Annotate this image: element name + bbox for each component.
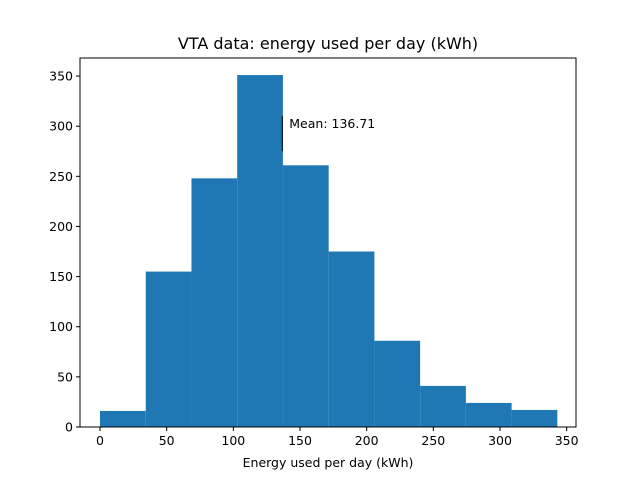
- y-tick-label: 0: [65, 420, 73, 435]
- y-tick-label: 50: [57, 369, 73, 384]
- histogram-bar: [237, 75, 283, 427]
- x-axis-label: Energy used per day (kWh): [243, 455, 414, 470]
- histogram-bar: [328, 251, 375, 427]
- y-tick-label: 250: [49, 169, 73, 184]
- y-tick-label: 200: [49, 219, 73, 234]
- plot-frame: [79, 57, 577, 428]
- histogram-bar: [420, 385, 466, 427]
- x-axis: 0 50 100 150 200 250 300 350: [96, 427, 579, 448]
- bars-group: [100, 75, 558, 427]
- histogram-bar: [145, 271, 192, 427]
- histogram-bar: [465, 402, 512, 427]
- x-tick-label: 350: [555, 433, 579, 448]
- x-tick-label: 50: [159, 433, 175, 448]
- x-tick-label: 0: [96, 433, 104, 448]
- x-tick-label: 250: [421, 433, 445, 448]
- x-tick-label: 150: [288, 433, 312, 448]
- histogram-bar: [374, 340, 421, 427]
- mean-label: Mean: 136.71: [289, 116, 375, 131]
- histogram-bar: [191, 178, 238, 427]
- y-axis: 0 50 100 150 200 250 300 350: [49, 69, 80, 435]
- histogram-bar: [282, 165, 329, 427]
- x-tick-label: 300: [488, 433, 512, 448]
- histogram-bar: [511, 409, 558, 427]
- histogram-bar: [100, 410, 146, 427]
- y-tick-label: 100: [49, 319, 73, 334]
- x-tick-label: 100: [221, 433, 245, 448]
- y-tick-label: 300: [49, 119, 73, 134]
- x-tick-label: 200: [355, 433, 379, 448]
- y-tick-label: 350: [49, 69, 73, 84]
- chart-title: VTA data: energy used per day (kWh): [178, 34, 478, 53]
- mean-annotation: Mean: 136.71: [281, 116, 375, 152]
- y-tick-label: 150: [49, 269, 73, 284]
